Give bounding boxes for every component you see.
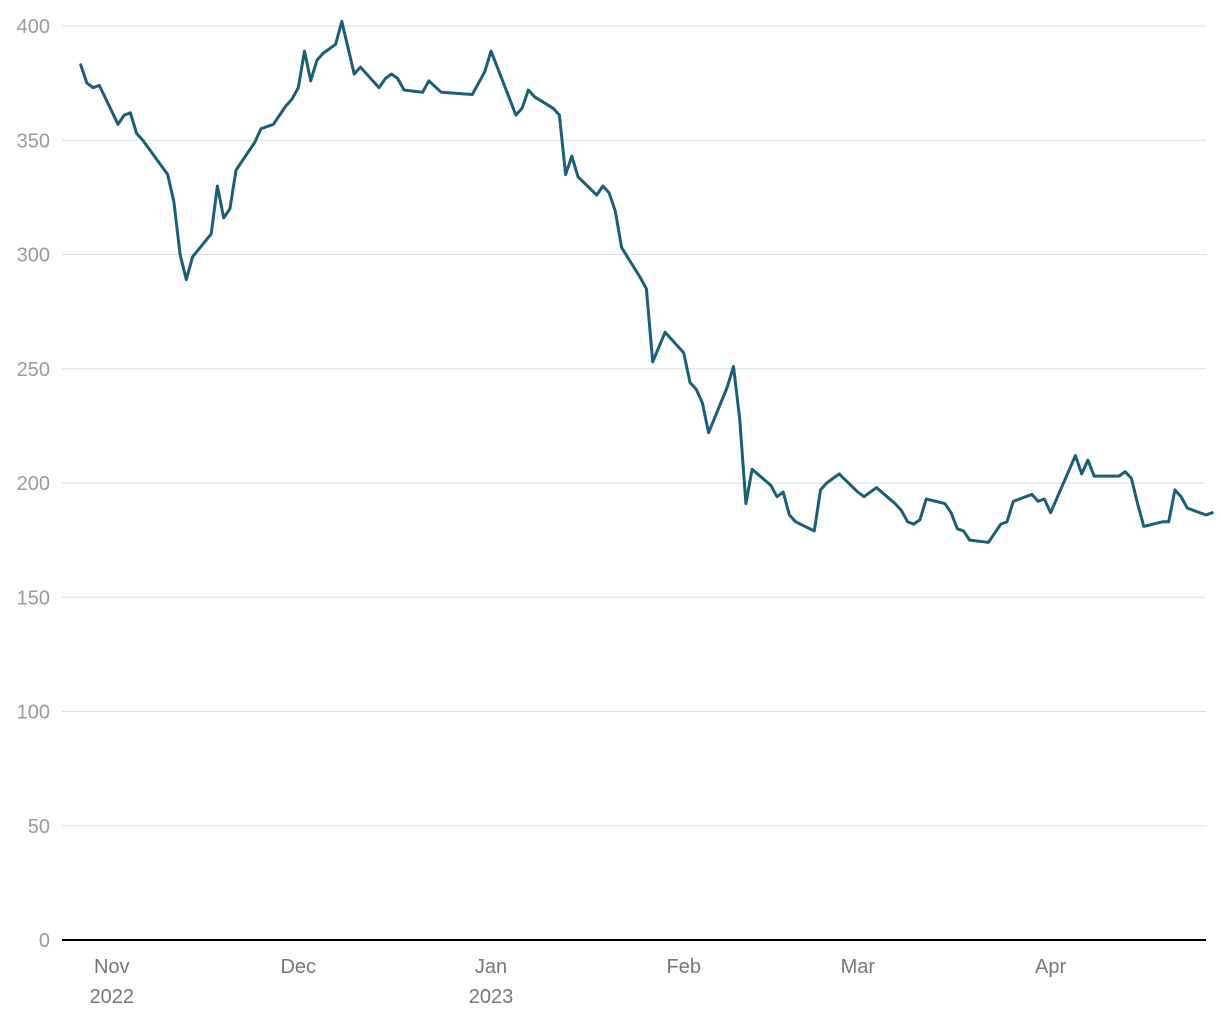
- x-tick-year-label: 2022: [89, 986, 134, 1008]
- y-tick-label: 200: [17, 473, 50, 495]
- series-line: [79, 19, 1214, 544]
- x-tick-label: Dec: [280, 956, 316, 978]
- y-tick-label: 0: [39, 930, 50, 952]
- series-layer: [79, 19, 1214, 544]
- x-tick-label: Apr: [1035, 956, 1066, 978]
- y-tick-label: 150: [17, 587, 50, 609]
- x-tick-label: Jan: [475, 956, 507, 978]
- x-tick-label: Mar: [841, 956, 876, 978]
- x-tick-label: Nov: [94, 956, 130, 978]
- x-tick-label: Feb: [667, 956, 701, 978]
- y-tick-label: 350: [17, 130, 50, 152]
- y-tick-label: 50: [28, 816, 50, 838]
- y-axis-ticks: 0 50 100 150 200 250 300 350 400: [17, 16, 50, 952]
- x-tick-year-label: 2023: [469, 986, 514, 1008]
- y-tick-label: 300: [17, 245, 50, 267]
- y-tick-label: 400: [17, 16, 50, 38]
- x-axis-ticks: Nov 2022 Dec Jan 2023 Feb Mar Apr: [89, 956, 1066, 1008]
- gridlines: [62, 25, 1206, 827]
- y-tick-label: 100: [17, 702, 50, 724]
- y-tick-label: 250: [17, 359, 50, 381]
